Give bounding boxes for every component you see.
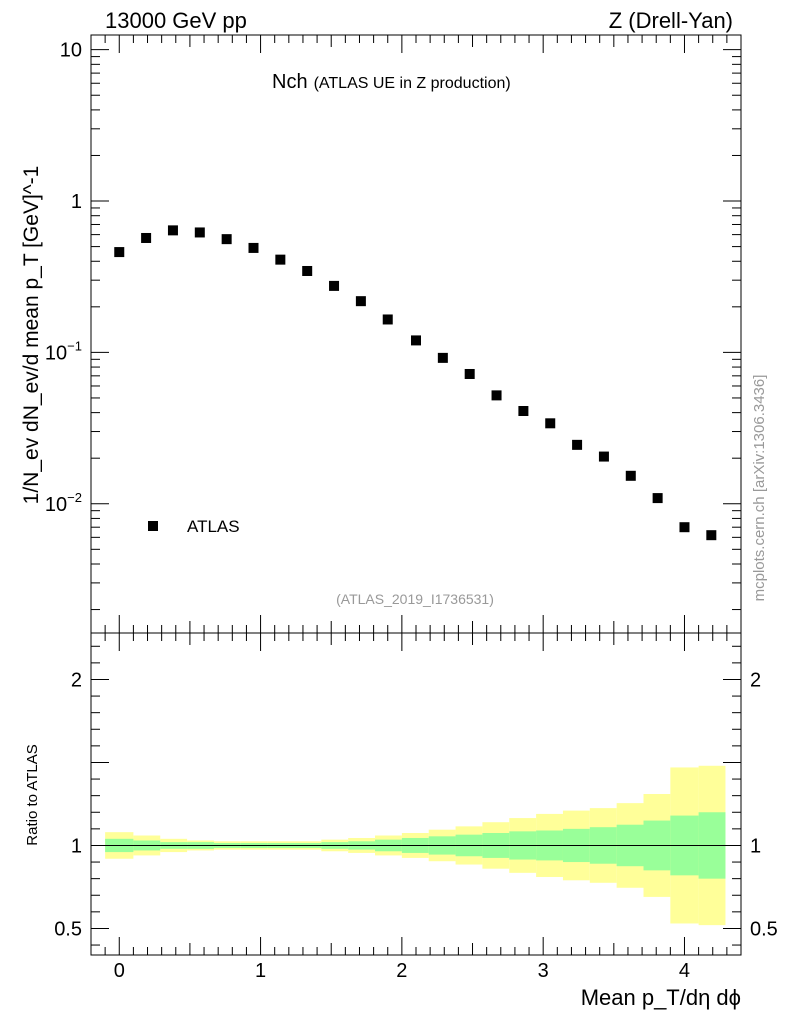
data-point <box>221 234 232 245</box>
header-left: 13000 GeV pp <box>105 8 247 33</box>
data-point <box>706 530 717 541</box>
ratio-ylabel: Ratio to ATLAS <box>24 744 41 845</box>
main-ytick-label-exp: −2 <box>67 490 82 505</box>
plot-title: Nch (ATLAS UE in Z production) <box>272 71 511 93</box>
main-ytick-label: 10 <box>60 40 82 62</box>
data-point <box>141 232 152 243</box>
data-point <box>194 227 205 238</box>
ratio-xtick-label: 3 <box>538 960 549 982</box>
data-point <box>652 493 663 504</box>
ratio-xtick-label: 2 <box>396 960 407 982</box>
main-data-points <box>114 225 717 541</box>
data-point <box>518 406 529 417</box>
ratio-ytick-label-left: 1 <box>71 835 82 857</box>
main-ytick-label-base: 10 <box>45 342 67 364</box>
data-point <box>437 352 448 363</box>
data-point <box>114 247 125 258</box>
data-point <box>464 368 475 379</box>
data-point <box>491 390 502 401</box>
data-point <box>329 280 340 291</box>
ratio-ytick-label-left: 2 <box>71 669 82 691</box>
data-point <box>275 254 286 265</box>
ratio-ytick-label-right: 2 <box>750 669 761 691</box>
data-point <box>545 418 556 429</box>
main-ytick-label-base: 10 <box>45 494 67 516</box>
data-point <box>679 522 690 533</box>
ratio-xlabel: Mean p_T/dη dϕ <box>581 985 741 1010</box>
plot-title-main: Nch <box>272 71 308 93</box>
data-point <box>411 335 421 346</box>
main-ytick-label: 1 <box>71 191 82 213</box>
ratio-xtick-label: 4 <box>679 960 690 982</box>
legend-label-atlas: ATLAS <box>187 517 240 536</box>
ratio-xtick-label: 0 <box>114 960 125 982</box>
plot-title-sub: (ATLAS UE in Z production) <box>314 75 511 92</box>
ratio-plot-frame <box>90 632 742 956</box>
data-point <box>382 314 393 325</box>
legend-marker-atlas <box>148 521 158 531</box>
main-ylabel: 1/N_ev dN_ev/d mean p_T [GeV]^-1 <box>20 166 43 505</box>
main-plot-frame <box>90 34 742 634</box>
main-ytick-label: 10−2 <box>45 490 82 516</box>
data-point <box>572 439 583 450</box>
ratio-xtick-label: 1 <box>255 960 266 982</box>
data-point <box>625 470 636 481</box>
ratio-ytick-label-right: 1 <box>750 835 761 857</box>
data-point <box>355 296 366 307</box>
main-ytick-label-exp: −1 <box>67 338 82 353</box>
analysis-annotation: (ATLAS_2019_I1736531) <box>336 591 494 607</box>
ratio-axis-ticks: 0.5 0.5 1 1 2 2 0 1 2 3 4 <box>54 633 778 982</box>
ratio-ytick-label-right: 0.5 <box>750 918 778 940</box>
main-ytick-label: 10−1 <box>45 338 82 364</box>
header-right: Z (Drell-Yan) <box>609 8 733 33</box>
data-point <box>598 451 609 462</box>
side-label: mcplots.cern.ch [arXiv:1306.3436] <box>751 375 768 602</box>
data-point <box>248 242 259 253</box>
ratio-ytick-label-left: 0.5 <box>54 918 82 940</box>
data-point <box>167 225 178 236</box>
data-point <box>302 265 313 276</box>
